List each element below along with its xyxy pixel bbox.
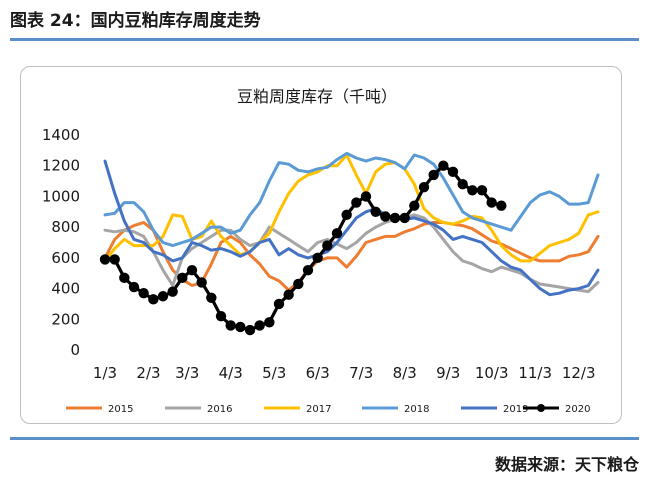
data-point-2020 bbox=[99, 254, 111, 265]
x-tick-label: 8/3 bbox=[393, 364, 417, 382]
figure-title: 图表 24：国内豆粕库存周度走势 bbox=[10, 11, 261, 31]
y-tick-label: 400 bbox=[51, 280, 80, 298]
x-tick-label: 10/3 bbox=[475, 364, 509, 382]
y-tick-label: 1400 bbox=[42, 126, 80, 144]
data-point-2020 bbox=[235, 321, 246, 333]
data-point-2020 bbox=[399, 212, 410, 224]
data-point-2020 bbox=[264, 317, 275, 328]
y-tick-label: 0 bbox=[70, 341, 80, 359]
x-tick-label: 5/3 bbox=[262, 364, 286, 382]
data-point-2020 bbox=[196, 277, 207, 288]
data-point-2020 bbox=[148, 294, 159, 305]
x-tick-label: 2/3 bbox=[136, 364, 160, 382]
series-line-2019 bbox=[103, 159, 600, 297]
data-point-2020 bbox=[312, 252, 323, 264]
legend-label-2020: 2020 bbox=[565, 404, 590, 415]
x-tick-label: 3/3 bbox=[175, 364, 199, 382]
y-axis: 0 200 400 600 800 1000 1200 1400 bbox=[42, 126, 80, 359]
data-point-2020 bbox=[293, 278, 304, 290]
data-point-2020 bbox=[351, 197, 362, 208]
series-line-2016 bbox=[103, 213, 600, 294]
data-point-2020 bbox=[109, 254, 120, 265]
data-point-2020 bbox=[283, 289, 294, 300]
data-point-2020 bbox=[409, 200, 420, 211]
legend-label-2016: 2016 bbox=[207, 404, 232, 415]
data-point-2020 bbox=[389, 212, 401, 224]
data-point-2020 bbox=[186, 264, 198, 276]
chart-title: 豆粕周度库存（千吨） bbox=[237, 87, 397, 106]
y-tick-label: 1200 bbox=[42, 157, 80, 175]
data-point-2020 bbox=[370, 206, 381, 217]
x-tick-label: 11/3 bbox=[518, 364, 552, 382]
legend-marker-2020 bbox=[537, 404, 545, 412]
data-point-2020 bbox=[206, 292, 217, 303]
series-line-2018 bbox=[103, 151, 600, 248]
data-point-2020 bbox=[447, 166, 459, 178]
data-point-2020 bbox=[119, 272, 130, 284]
y-tick-label: 800 bbox=[51, 218, 80, 236]
data-point-2020 bbox=[215, 311, 227, 322]
bottom-divider bbox=[10, 437, 639, 440]
legend: 2015 2016 2017 2018 2019 2020 bbox=[66, 404, 590, 415]
data-point-2020 bbox=[157, 291, 169, 302]
data-point-2020 bbox=[302, 264, 314, 276]
data-point-2020 bbox=[177, 272, 188, 284]
data-point-2020 bbox=[273, 298, 285, 310]
data-point-2020 bbox=[476, 185, 488, 196]
data-point-2020 bbox=[428, 169, 439, 181]
y-tick-label: 600 bbox=[51, 249, 80, 267]
data-point-2020 bbox=[254, 320, 265, 331]
x-tick-label: 9/3 bbox=[436, 364, 460, 382]
x-tick-label: 7/3 bbox=[349, 364, 373, 382]
data-point-2020 bbox=[380, 211, 391, 222]
data-point-2020 bbox=[244, 324, 256, 336]
legend-label-2017: 2017 bbox=[306, 404, 331, 415]
data-point-2020 bbox=[331, 228, 343, 239]
data-point-2020 bbox=[457, 178, 468, 190]
data-point-2020 bbox=[225, 320, 236, 331]
legend-label-2019: 2019 bbox=[503, 404, 528, 415]
legend-label-2015: 2015 bbox=[108, 404, 133, 415]
top-divider bbox=[10, 38, 639, 41]
x-tick-label: 12/3 bbox=[562, 364, 596, 382]
x-tick-label: 4/3 bbox=[219, 364, 243, 382]
data-point-2020 bbox=[138, 287, 149, 299]
series-line-2017 bbox=[103, 153, 600, 263]
y-tick-label: 1000 bbox=[42, 187, 80, 205]
data-point-2020 bbox=[418, 182, 430, 193]
data-point-2020 bbox=[486, 197, 497, 208]
legend-label-2018: 2018 bbox=[404, 404, 429, 415]
data-point-2020 bbox=[167, 286, 178, 297]
series-line-2015 bbox=[103, 221, 600, 292]
y-tick-label: 200 bbox=[51, 310, 80, 328]
data-point-2020 bbox=[438, 160, 449, 171]
data-point-2020 bbox=[467, 185, 478, 196]
data-point-2020 bbox=[341, 209, 352, 221]
x-tick-label: 6/3 bbox=[306, 364, 330, 382]
x-tick-label: 1/3 bbox=[93, 364, 117, 382]
x-axis: 1/3 2/3 3/3 4/3 5/3 6/3 7/3 8/3 9/3 10/3 11/3 12/3 bbox=[93, 364, 596, 382]
data-point-2020 bbox=[360, 191, 372, 202]
source-note: 数据来源：天下粮仓 bbox=[494, 455, 639, 474]
data-point-2020 bbox=[128, 281, 140, 293]
data-point-2020 bbox=[496, 200, 507, 211]
series-layer bbox=[99, 151, 600, 336]
data-point-2020 bbox=[322, 240, 333, 251]
